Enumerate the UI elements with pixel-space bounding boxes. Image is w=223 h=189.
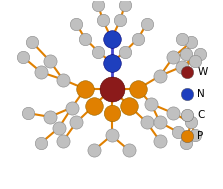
Point [189, 41, 193, 44]
Point [83, 87, 87, 90]
Point [180, 65, 184, 68]
Point [39, 141, 43, 144]
Point [97, 50, 100, 53]
Point [145, 121, 149, 124]
Point [110, 112, 113, 115]
Point [185, 52, 188, 55]
Point [180, 37, 184, 40]
Point [158, 74, 162, 77]
Point [198, 52, 201, 55]
Point [30, 41, 34, 44]
Point [127, 104, 131, 107]
Point [145, 22, 149, 25]
Point [193, 60, 197, 63]
Point [136, 37, 140, 40]
Point [22, 56, 25, 59]
Point [149, 102, 153, 105]
Point [39, 71, 43, 74]
Point [171, 56, 175, 59]
Point [189, 121, 193, 124]
Point [110, 61, 113, 64]
Point [171, 112, 175, 115]
Point [83, 37, 87, 40]
Point [92, 104, 96, 107]
Point [92, 149, 96, 152]
Text: W: W [197, 67, 208, 77]
Point [158, 139, 162, 143]
Point [97, 4, 100, 7]
Text: P: P [197, 131, 204, 141]
Point [186, 113, 189, 116]
Point [123, 4, 126, 7]
Point [26, 112, 30, 115]
Point [74, 22, 78, 25]
Point [57, 126, 60, 129]
Point [158, 121, 162, 124]
Point [101, 19, 104, 22]
Point [136, 87, 140, 90]
Point [185, 141, 188, 144]
Point [123, 50, 126, 53]
Point [119, 19, 122, 22]
Point [48, 60, 52, 63]
Point [176, 130, 179, 133]
Point [186, 71, 189, 74]
Point [186, 135, 189, 138]
Point [61, 78, 65, 81]
Point [110, 134, 113, 137]
Point [127, 149, 131, 152]
Point [70, 106, 74, 109]
Point [110, 87, 113, 90]
Point [74, 121, 78, 124]
Point [193, 134, 197, 137]
Point [110, 37, 113, 40]
Point [61, 139, 65, 143]
Text: C: C [197, 110, 205, 120]
Point [48, 115, 52, 118]
Point [186, 92, 189, 95]
Text: N: N [197, 89, 205, 99]
